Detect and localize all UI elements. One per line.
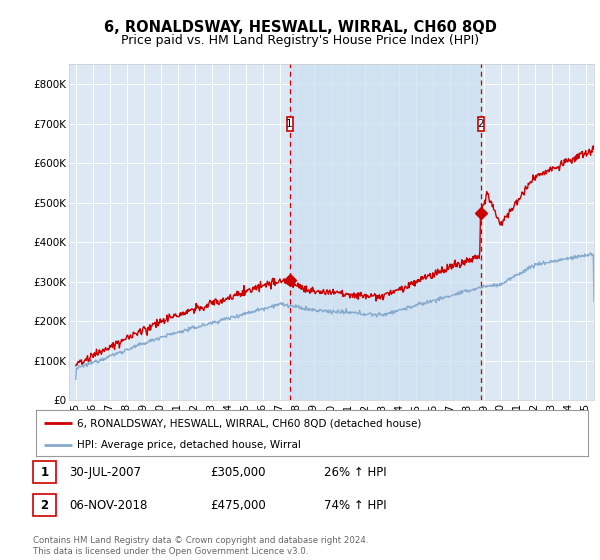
- Text: Price paid vs. HM Land Registry's House Price Index (HPI): Price paid vs. HM Land Registry's House …: [121, 34, 479, 46]
- Text: £475,000: £475,000: [210, 498, 266, 512]
- Text: Contains HM Land Registry data © Crown copyright and database right 2024.
This d: Contains HM Land Registry data © Crown c…: [33, 536, 368, 556]
- Text: 26% ↑ HPI: 26% ↑ HPI: [324, 465, 386, 479]
- FancyBboxPatch shape: [287, 117, 293, 130]
- Text: £305,000: £305,000: [210, 465, 265, 479]
- FancyBboxPatch shape: [478, 117, 484, 130]
- Text: 2: 2: [478, 119, 484, 129]
- Bar: [290, 64, 481, 400]
- Text: 6, RONALDSWAY, HESWALL, WIRRAL, CH60 8QD: 6, RONALDSWAY, HESWALL, WIRRAL, CH60 8QD: [104, 20, 496, 35]
- Text: HPI: Average price, detached house, Wirral: HPI: Average price, detached house, Wirr…: [77, 440, 301, 450]
- Text: 6, RONALDSWAY, HESWALL, WIRRAL, CH60 8QD (detached house): 6, RONALDSWAY, HESWALL, WIRRAL, CH60 8QD…: [77, 418, 422, 428]
- Text: 30-JUL-2007: 30-JUL-2007: [69, 465, 141, 479]
- Text: 1: 1: [40, 465, 49, 479]
- Text: 1: 1: [286, 119, 293, 129]
- Text: 2: 2: [40, 498, 49, 512]
- Text: 74% ↑ HPI: 74% ↑ HPI: [324, 498, 386, 512]
- Text: 06-NOV-2018: 06-NOV-2018: [69, 498, 148, 512]
